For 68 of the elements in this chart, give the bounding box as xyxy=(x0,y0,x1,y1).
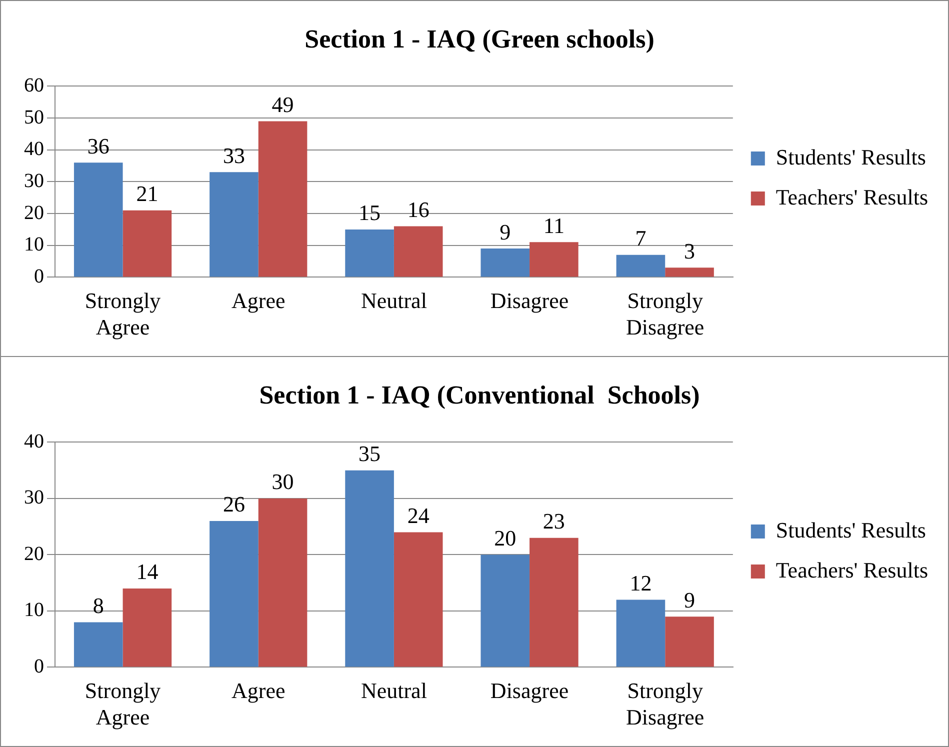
bar xyxy=(345,229,394,277)
data-label: 36 xyxy=(87,133,110,158)
data-label: 12 xyxy=(630,570,652,596)
data-label: 9 xyxy=(684,587,696,612)
data-label: 21 xyxy=(136,181,158,206)
bar xyxy=(210,520,258,667)
y-tick-label: 20 xyxy=(24,542,44,565)
x-tick-label: Neutral xyxy=(360,678,427,704)
x-tick-label: Strongly Disagree xyxy=(626,288,704,340)
data-label: 23 xyxy=(542,508,565,534)
data-label: 24 xyxy=(407,502,430,528)
data-label: 33 xyxy=(222,142,245,168)
bar xyxy=(258,498,308,667)
x-tick-label: Strongly Disagree xyxy=(626,678,704,730)
data-label: 49 xyxy=(272,92,294,117)
data-label: 15 xyxy=(358,200,381,226)
x-tick-label: Disagree xyxy=(490,288,569,314)
bar xyxy=(530,538,578,667)
y-tick-label: 10 xyxy=(24,599,44,622)
data-label: 26 xyxy=(222,492,245,517)
legend-label: Teachers' Results xyxy=(776,184,928,210)
y-tick-label: 0 xyxy=(34,265,44,288)
bar xyxy=(394,532,443,667)
x-tick-label: Strongly Agree xyxy=(84,288,161,340)
data-label: 9 xyxy=(500,219,511,244)
bar xyxy=(480,554,530,667)
bar xyxy=(345,470,394,667)
bar xyxy=(210,172,258,277)
y-tick-label: 0 xyxy=(34,655,44,678)
x-tick-label: Neutral xyxy=(360,288,427,314)
y-tick-label: 60 xyxy=(24,74,44,96)
data-label: 35 xyxy=(358,441,381,466)
bar xyxy=(665,616,714,667)
data-label: 16 xyxy=(407,197,430,222)
y-tick-label: 10 xyxy=(24,234,44,256)
chart-title: Section 1 - IAQ (Green schools) xyxy=(304,24,654,54)
bar xyxy=(530,242,578,277)
bar xyxy=(258,121,308,277)
bar xyxy=(616,600,666,667)
y-tick-label: 40 xyxy=(24,430,44,452)
bar xyxy=(122,588,172,667)
legend-label: Teachers' Results xyxy=(776,557,928,582)
y-tick-label: 40 xyxy=(24,138,44,160)
data-label: 7 xyxy=(635,226,646,251)
data-label: 30 xyxy=(272,469,294,494)
bar xyxy=(74,622,123,667)
legend-label: Students' Results xyxy=(776,144,926,170)
y-tick-label: 20 xyxy=(24,202,44,224)
data-label: 3 xyxy=(684,238,696,264)
y-tick-label: 30 xyxy=(24,170,44,192)
x-tick-label: Agree xyxy=(231,678,286,704)
x-tick-label: Disagree xyxy=(490,678,569,704)
data-label: 11 xyxy=(543,212,565,238)
y-tick-label: 30 xyxy=(24,486,44,509)
data-label: 20 xyxy=(494,525,516,550)
data-label: 14 xyxy=(136,559,158,584)
y-tick-label: 50 xyxy=(24,106,44,128)
bar xyxy=(616,254,666,277)
bar xyxy=(665,268,714,277)
chart-title: Section 1 - IAQ (Conventional Schools) xyxy=(259,380,700,410)
data-label: 8 xyxy=(92,592,104,618)
x-tick-label: Agree xyxy=(231,288,286,314)
bar xyxy=(122,210,172,277)
legend-label: Students' Results xyxy=(776,517,926,542)
bar xyxy=(394,226,443,277)
x-tick-label: Strongly Agree xyxy=(84,678,161,730)
bar xyxy=(480,248,530,277)
bar xyxy=(74,162,123,277)
